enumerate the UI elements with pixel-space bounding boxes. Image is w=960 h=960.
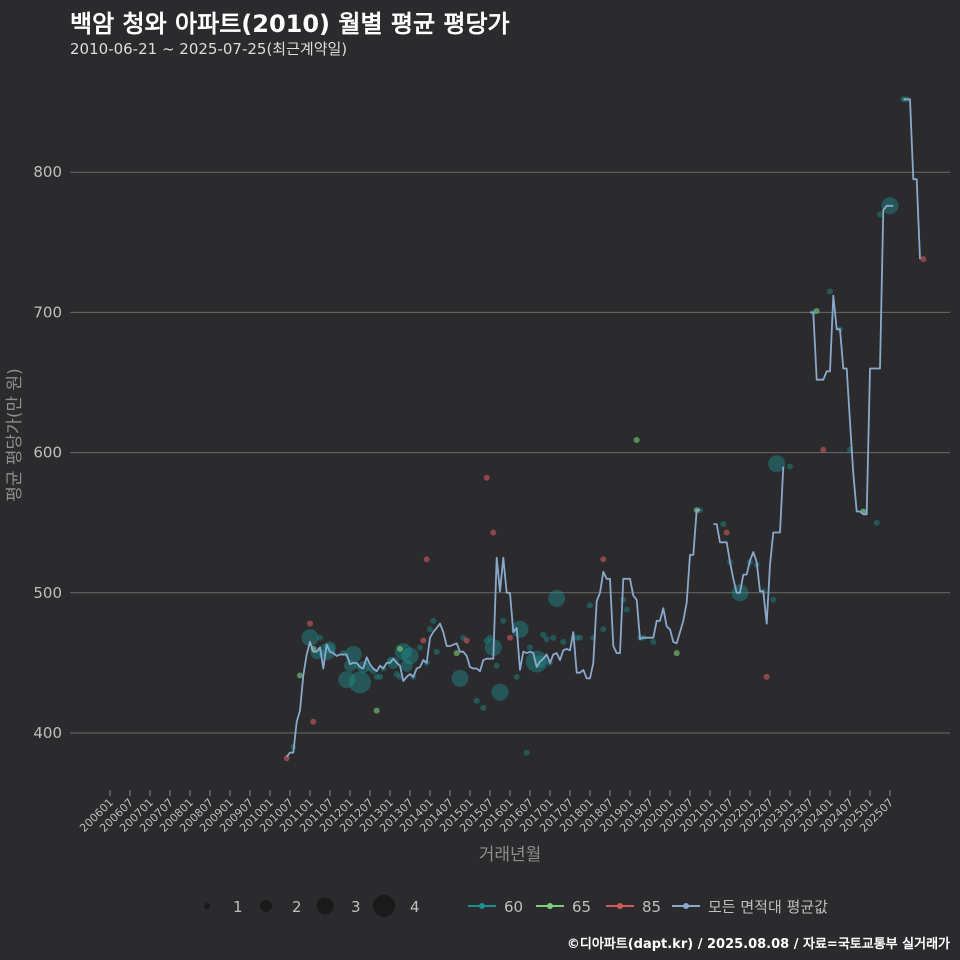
y-tick-label: 800 [33,163,62,181]
bubble-area-85 [723,529,730,536]
average-price-line [903,98,921,260]
bubble-area-60 [417,644,423,651]
bubble-area-60 [623,606,630,613]
color-legend-point [479,903,485,909]
bubble-area-60 [433,648,440,655]
size-legend-key [204,903,210,909]
bubble-area-60 [600,626,607,633]
color-legend-label: 모든 면적대 평균값 [708,898,828,916]
bubble-area-85 [483,474,490,481]
bubble-area-60 [768,455,786,473]
bubble-area-60 [430,617,437,624]
bubble-area-60 [527,644,533,651]
bubble-area-60 [525,650,548,673]
color-legend-point [617,903,623,909]
bubble-area-65 [673,650,680,657]
bubble-area-60 [338,671,356,689]
chart-subtitle: 2010-06-21 ~ 2025-07-25(최근계약일) [70,40,348,58]
bubble-area-60 [377,673,383,680]
bubble-area-60 [393,671,400,678]
bubble-area-60 [827,288,833,295]
bubble-area-85 [283,755,290,762]
size-legend-label: 3 [351,898,361,916]
size-legend-label: 1 [233,898,243,916]
average-price-line [713,466,785,625]
bubble-area-60 [540,631,547,638]
bubble-area-85 [920,256,927,263]
bubble-area-60 [577,634,583,641]
bubble-area-60 [317,634,323,641]
bubble-area-60 [427,626,433,633]
y-tick-label: 600 [33,444,62,462]
bubble-area-60 [480,704,487,711]
size-legend-key [373,895,395,917]
average-price-line [285,509,700,758]
bubble-area-60 [873,519,880,526]
bubble-area-85 [763,673,770,680]
size-legend-label: 2 [292,898,302,916]
color-legend-point [683,903,689,909]
y-axis-label: 평균 평당가(만 원) [5,368,25,502]
bubble-area-85 [310,718,317,725]
bubble-area-60 [548,589,566,607]
chart-title: 백암 청와 아파트(2010) 월별 평균 평당가 [70,10,510,38]
bubble-area-60 [550,634,557,641]
bubble-area-65 [813,308,820,314]
bubble-area-60 [318,643,336,661]
size-legend-key [260,900,272,912]
bubble-area-60 [513,673,520,680]
bubble-area-60 [877,211,883,218]
bubble-area-65 [397,645,403,652]
bubble-area-60 [451,669,469,687]
size-legend-key [316,897,334,915]
size-legend-label: 4 [410,898,420,916]
bubble-area-60 [373,673,380,680]
bubble-area-85 [507,634,513,641]
bubble-area-60 [473,697,480,704]
bubble-area-85 [820,446,827,453]
bubble-area-65 [453,650,460,657]
bubble-area-60 [500,617,507,624]
bubble-area-60 [543,636,550,643]
bubble-area-60 [387,656,400,669]
color-legend-label: 65 [572,898,591,916]
bubble-area-60 [511,620,529,638]
color-legend-label: 85 [642,898,661,916]
y-tick-label: 400 [33,724,62,742]
bubble-area-60 [587,602,593,609]
bubble-area-60 [487,634,493,641]
bubble-area-60 [770,596,777,603]
x-axis-label: 거래년월 [479,845,542,865]
bubble-area-60 [400,659,413,672]
bubble-area-65 [297,672,303,679]
bubble-area-60 [491,683,509,701]
bubble-area-85 [463,637,470,644]
bubble-area-85 [420,637,427,644]
bubble-area-85 [423,556,430,563]
bubble-area-85 [307,620,313,627]
y-tick-label: 500 [33,584,62,602]
bubble-area-60 [523,749,530,756]
bubble-area-60 [787,463,793,470]
color-legend-point [547,903,553,909]
bubble-area-60 [720,521,727,528]
bubble-area-60 [560,638,567,645]
average-price-line [810,204,894,516]
bubble-area-60 [483,637,490,644]
bubble-area-65 [633,437,640,443]
source-caption: ©디아파트(dapt.kr) / 2025.08.08 / 자료=국토교통부 실… [566,937,950,952]
bubble-area-60 [401,647,419,665]
color-legend-label: 60 [504,898,523,916]
bubble-area-60 [349,671,371,694]
bubble-area-60 [301,629,319,647]
bubble-area-60 [493,662,500,669]
bubble-area-60 [650,638,657,645]
bubble-area-85 [490,529,497,536]
bubble-area-65 [373,707,380,714]
bubble-area-85 [600,556,607,563]
y-tick-label: 700 [33,303,62,321]
bubble-area-60 [573,634,580,641]
